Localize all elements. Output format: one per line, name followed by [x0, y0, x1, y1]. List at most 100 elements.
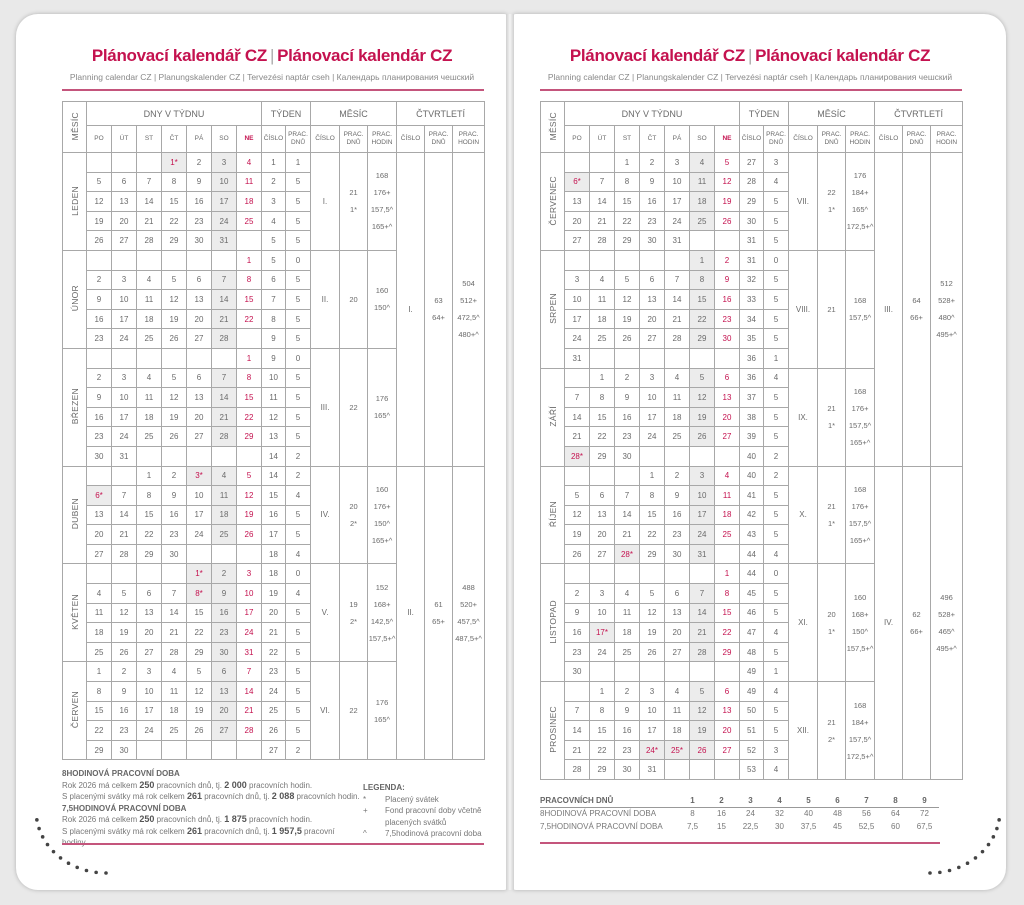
- workday-count: 9: [910, 794, 939, 808]
- week-number: 27: [739, 152, 764, 173]
- week-number: 14: [261, 465, 286, 487]
- title-sk: Plánovací kalendár CZ: [755, 46, 931, 65]
- day-cell: 11: [136, 387, 162, 408]
- column-subheader: PRAC. HODIN: [930, 125, 964, 153]
- quarter-work-days-value: 62: [912, 609, 921, 619]
- day-cell: 13: [714, 700, 740, 722]
- summary-text: pracovních dnů, tj.: [154, 780, 225, 790]
- weekday-header: ÚT: [111, 125, 137, 153]
- quarter-header: ČTVRTLETÍ: [396, 101, 486, 126]
- week-row: 7 8 9 10 11 12 13 50 5: [541, 700, 963, 722]
- weekday-header: ST: [614, 125, 640, 153]
- day-cell: 10: [639, 387, 665, 408]
- week-work-days: 5: [284, 622, 312, 643]
- day-cell: [664, 759, 690, 780]
- day-cell: 18: [689, 191, 715, 212]
- quarter-hours-value: 495+^: [936, 643, 957, 653]
- week-work-days: 0: [284, 249, 312, 271]
- month-work-days: 21 1*: [817, 367, 847, 467]
- day-cell: 15: [589, 406, 615, 428]
- column-subheader: PRAC. DNŮ: [762, 125, 790, 153]
- week-work-days: 2: [284, 739, 312, 761]
- month-column-label: MĚSÍC: [69, 111, 80, 141]
- day-cell: 11: [714, 485, 740, 506]
- day-cell: 14: [614, 504, 640, 526]
- month-column-header: MĚSÍC: [540, 101, 565, 153]
- day-cell: 5: [564, 485, 590, 506]
- day-cell: 20: [186, 406, 212, 428]
- workday-hours-value: 52,5: [858, 822, 875, 831]
- weekday-header: PO: [86, 125, 112, 153]
- month-name-cell: BŘEZEN: [62, 347, 87, 467]
- week-number: 18: [261, 563, 286, 585]
- month-hours-value: 176+: [851, 501, 869, 511]
- week-row: LEDEN 1* 2 3 4 1 1 I. 21 1* 168 176+ 157,5^ 165+^ I. 63…: [62, 152, 486, 467]
- quarter-work-days-value: 66+: [910, 313, 923, 323]
- day-cell: 19: [689, 720, 715, 741]
- column-subheader: ČÍSLO: [310, 125, 341, 153]
- day-cell: [714, 347, 740, 369]
- day-cell: [86, 465, 112, 487]
- day-cell: 6: [111, 171, 137, 193]
- month-name-cell: SRPEN: [540, 249, 565, 369]
- day-cell: 21: [161, 622, 187, 643]
- day-cell: 15: [589, 720, 615, 741]
- day-cell: 3: [639, 367, 665, 389]
- holiday-day-cell: 28*: [614, 543, 640, 565]
- week-work-days: 5: [284, 641, 312, 663]
- day-cell: 30: [111, 739, 137, 761]
- month-name: ČERVEN: [69, 691, 80, 729]
- day-cell: 31: [564, 347, 590, 369]
- day-cell: 9: [86, 289, 112, 310]
- quarter-hours-value: 520+: [460, 599, 477, 609]
- week-row: ÚNOR 1 5 0 II. 20 160 150^: [62, 249, 485, 349]
- day-cell: 14: [211, 289, 237, 310]
- month-work-days-value: 1*: [349, 205, 358, 215]
- day-cell: 2: [86, 269, 112, 291]
- day-cell: 2: [111, 661, 137, 683]
- binding-dot: [75, 865, 79, 870]
- week-row: ŘÍJEN 1 2 3 4 40 2 X. 21 1* 168 176+ 157,5^ 165+^ IV. 6…: [540, 465, 964, 780]
- day-cell: 3: [211, 152, 237, 173]
- week-work-days: 2: [762, 465, 790, 487]
- quarter-hours-value: 512+: [460, 296, 477, 306]
- day-cell: [86, 347, 112, 369]
- day-cell: 20: [211, 700, 237, 722]
- day-cell: 27: [136, 641, 162, 663]
- month-name-cell: ŘÍJEN: [540, 465, 565, 565]
- day-cell: 24: [589, 641, 615, 663]
- week-row: SRPEN 1 2 31 0 VIII. 21 168 157,5^: [540, 249, 963, 369]
- week-number: 5: [261, 249, 286, 271]
- month-work-hours: 176 184+ 165^ 172,5+^: [845, 152, 876, 251]
- day-cell: 2: [161, 465, 187, 487]
- day-cell: 10: [689, 485, 715, 506]
- day-cell: 23: [639, 210, 665, 232]
- month-name: ŘÍJEN: [547, 500, 558, 528]
- day-cell: 7: [136, 171, 162, 193]
- day-cell: 3: [136, 661, 162, 683]
- summary-number: 2 000: [224, 779, 247, 790]
- day-cell: 9: [614, 700, 640, 722]
- day-cell: 17: [111, 308, 137, 330]
- month-work-days: 20 2*: [339, 465, 369, 565]
- day-cell: 24: [111, 328, 137, 349]
- day-cell: 8: [86, 681, 112, 702]
- day-cell: 15: [689, 289, 715, 310]
- day-cell: 1: [236, 249, 262, 271]
- day-cell: 4: [86, 583, 112, 604]
- holiday-day-cell: 17*: [589, 622, 615, 643]
- day-cell: 23: [614, 426, 640, 447]
- week-number: 36: [739, 367, 764, 389]
- workday-hours-value: 64: [891, 809, 900, 819]
- day-cell: 27: [639, 328, 665, 349]
- week-row: 27 28 29 30 18 4: [63, 543, 485, 565]
- month-name: SRPEN: [547, 292, 558, 324]
- day-cell: [136, 152, 162, 173]
- day-cell: 27: [111, 230, 137, 251]
- week-work-days: 5: [762, 583, 790, 604]
- day-cell: 29: [236, 426, 262, 447]
- day-cell: 14: [689, 602, 715, 624]
- day-cell: [639, 445, 665, 467]
- month-hours-value: 160: [853, 592, 867, 602]
- title-separator: |: [269, 46, 275, 65]
